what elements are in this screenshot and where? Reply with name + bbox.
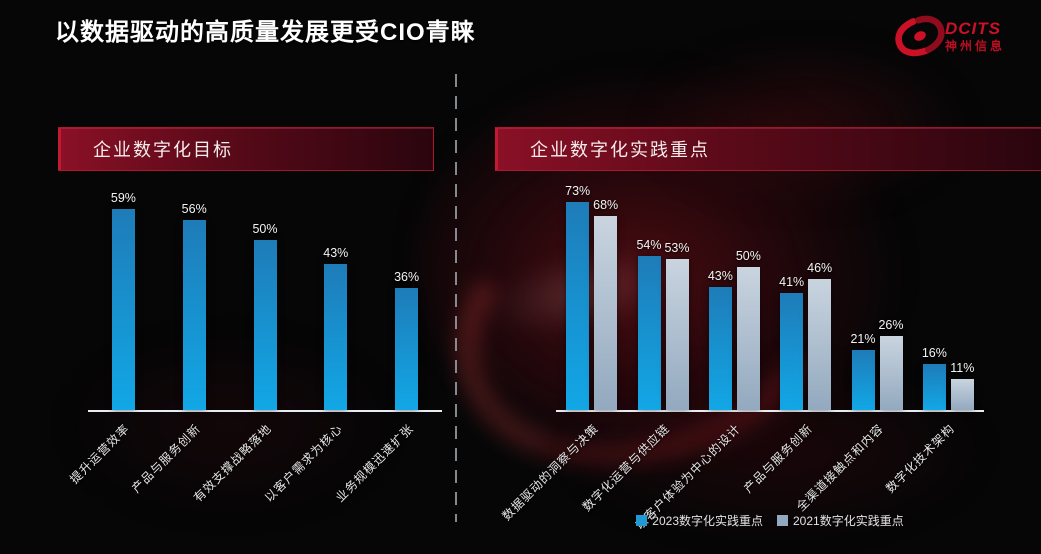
bar bbox=[395, 288, 419, 410]
bar bbox=[780, 293, 804, 410]
bar-value-label: 41% bbox=[779, 275, 805, 289]
bar-value-label: 11% bbox=[950, 361, 975, 375]
legend-item: 2021数字化实践重点 bbox=[777, 512, 904, 529]
bar bbox=[808, 279, 832, 410]
bar bbox=[736, 267, 760, 410]
goals-bar-chart: 59% 提升运营效率 56% 产品与服务创新 50% 有效支撑战略落地 43% 以客户需求为核… bbox=[68, 186, 442, 505]
bar bbox=[594, 216, 618, 410]
bar-value-label: 50% bbox=[735, 249, 761, 263]
bar-value-label: 73% bbox=[565, 184, 591, 198]
bar-value-label: 59% bbox=[110, 191, 136, 205]
bar bbox=[111, 209, 135, 410]
bar bbox=[708, 287, 732, 410]
bar bbox=[637, 256, 661, 410]
legend-swatch bbox=[636, 515, 648, 526]
bar-value-label: 43% bbox=[707, 269, 733, 283]
bar-value-label: 54% bbox=[636, 238, 662, 252]
logo-text: DCITS 神州信息 bbox=[944, 18, 1005, 53]
bar-value-label: 50% bbox=[252, 222, 278, 236]
bar-value-label: 43% bbox=[323, 246, 349, 260]
bar bbox=[665, 259, 689, 410]
bar bbox=[879, 336, 903, 410]
left-panel-header-label: 企业数字化目标 bbox=[93, 140, 233, 160]
bar bbox=[922, 364, 946, 410]
bar-value-label: 26% bbox=[878, 318, 904, 332]
right-panel-header: 企业数字化实践重点 bbox=[495, 127, 1041, 171]
legend-label: 2021数字化实践重点 bbox=[793, 514, 904, 528]
chart-legend: 2023数字化实践重点 2021数字化实践重点 bbox=[556, 512, 984, 529]
legend-item: 2023数字化实践重点 bbox=[636, 512, 763, 529]
bar bbox=[253, 240, 277, 410]
bar-value-label: 53% bbox=[664, 241, 690, 255]
legend-label: 2023数字化实践重点 bbox=[652, 514, 763, 528]
bar bbox=[851, 350, 875, 410]
bar bbox=[324, 264, 348, 410]
bar bbox=[182, 220, 206, 410]
logo-brand: DCITS bbox=[944, 18, 1001, 38]
brand-logo: DCITS 神州信息 bbox=[889, 12, 1005, 60]
bar-value-label: 16% bbox=[921, 346, 947, 360]
bar-value-label: 21% bbox=[850, 332, 876, 346]
bar-value-label: 36% bbox=[394, 270, 420, 284]
practice-bar-chart: 73% 68% 数据驱动的洞察与决策 54% 53% 数字化运营与供应链 43% 50% 以客户… bbox=[499, 184, 984, 532]
background-glow-top bbox=[640, 40, 970, 210]
panel-divider bbox=[455, 74, 457, 522]
right-panel-header-label: 企业数字化实践重点 bbox=[530, 140, 710, 160]
bar-value-label: 68% bbox=[593, 198, 619, 212]
bar bbox=[950, 379, 974, 410]
bar bbox=[566, 202, 590, 410]
legend-swatch bbox=[777, 515, 788, 526]
dcits-swirl-icon bbox=[889, 12, 951, 60]
page-title: 以数据驱动的高质量发展更受CIO青睐 bbox=[55, 19, 476, 46]
logo-subtitle: 神州信息 bbox=[944, 38, 1005, 53]
left-panel-header: 企业数字化目标 bbox=[58, 127, 434, 171]
bar-value-label: 46% bbox=[807, 261, 833, 275]
bar-value-label: 56% bbox=[181, 202, 207, 216]
